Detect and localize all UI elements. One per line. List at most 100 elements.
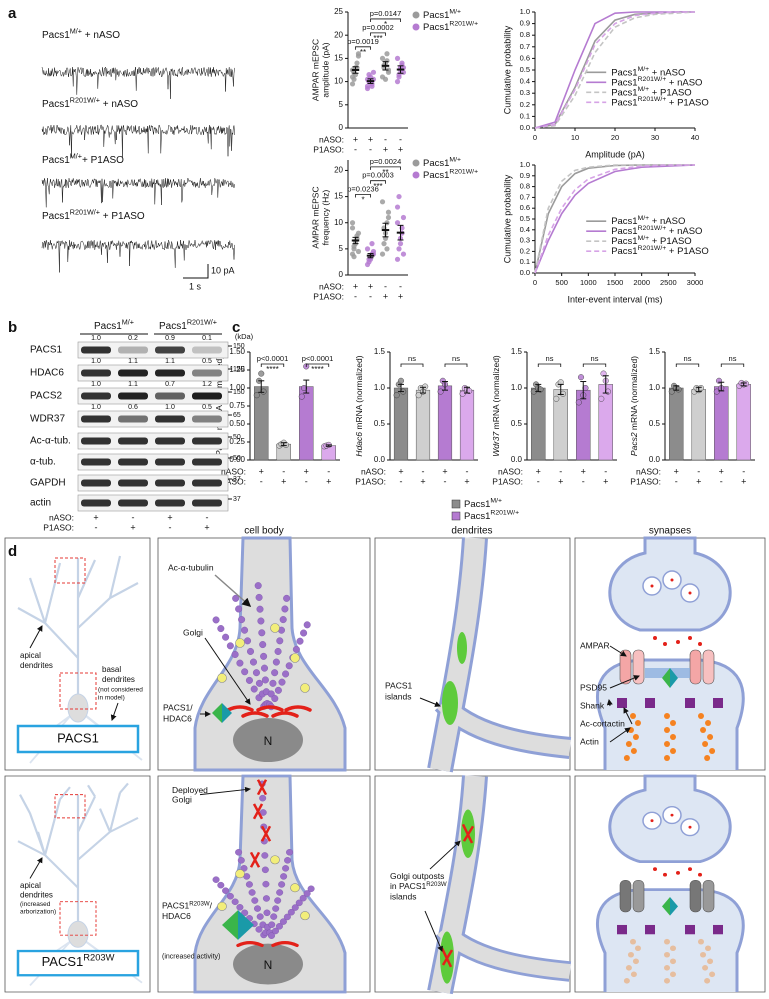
legend-label: Pacs1M/+ + P1ASO — [611, 86, 692, 98]
legend-label: Pacs1M/+ + P1ASO — [611, 235, 692, 247]
point — [394, 204, 401, 210]
actin — [664, 727, 670, 733]
zoom-box — [54, 794, 86, 819]
diagram-label: PACS1R203W/ — [162, 900, 213, 911]
rest: + P1ASO — [666, 246, 709, 257]
actin — [698, 938, 704, 945]
diagram-label: Ac-α-tubulin — [168, 562, 214, 572]
sup: M/+ — [70, 26, 82, 35]
band — [118, 437, 148, 445]
band — [192, 346, 222, 354]
microtubule-bead — [279, 918, 287, 925]
receptor — [702, 879, 715, 913]
p-value: p=0.0019 — [347, 37, 379, 46]
shank — [645, 924, 655, 935]
microtubule-bead — [254, 582, 262, 590]
microtubule-bead — [268, 921, 276, 928]
microtubule-bead — [249, 658, 257, 666]
microtubule-bead — [296, 637, 304, 645]
soma — [67, 920, 89, 948]
bracket — [260, 363, 285, 367]
bracket — [537, 363, 562, 367]
condition-sign: - — [260, 476, 263, 486]
dendrite — [437, 697, 571, 756]
condition-sign: - — [384, 134, 387, 144]
point — [422, 383, 429, 390]
point — [394, 79, 401, 85]
band — [81, 499, 111, 507]
y-tick-label: 1.0 — [649, 383, 661, 392]
condition-sign: - — [95, 522, 98, 532]
scale-label: 1 s — [189, 281, 202, 291]
microtubule-bead — [300, 629, 308, 637]
actin — [627, 951, 634, 958]
point — [397, 241, 404, 247]
point — [379, 55, 386, 62]
band — [155, 369, 185, 377]
y-tick-label: 0.0 — [511, 455, 523, 464]
condition-sign: + — [326, 476, 331, 486]
y-axis-label: Hdac6 mRNA (normalized) — [354, 355, 364, 456]
microtubule-bead — [261, 852, 269, 859]
condition-sign: - — [399, 281, 402, 291]
point — [349, 220, 356, 226]
y-axis-label: frequency (Hz) — [320, 189, 330, 245]
kda-label: 65 — [233, 412, 241, 419]
actin — [632, 958, 639, 965]
genotype-label: Pacs1M/+ — [94, 317, 134, 331]
condition-sign: - — [604, 466, 607, 476]
actin — [670, 734, 676, 740]
rest: + nASO — [82, 30, 120, 41]
band — [155, 437, 185, 445]
point — [385, 214, 392, 221]
y-axis-label: Cumulative probability — [502, 25, 512, 114]
rest: + nASO — [666, 226, 702, 237]
microtubule-bead — [281, 605, 289, 613]
y-tick-label: 15 — [334, 192, 343, 201]
arrow — [609, 675, 640, 689]
actin — [664, 713, 670, 719]
legend-label: Pacs1R201W/+ + nASO — [611, 225, 702, 237]
condition-sign: - — [354, 291, 357, 301]
y-tick-label: 0.6 — [520, 203, 530, 212]
actin — [670, 945, 676, 952]
diagram-note: (increased — [20, 901, 51, 908]
band-quant: 0.1 — [202, 335, 212, 342]
significance: ** — [382, 168, 388, 177]
band-quant: 1.0 — [91, 335, 101, 342]
microtubule-bead — [274, 647, 282, 655]
point — [742, 380, 750, 387]
point — [298, 393, 305, 400]
condition-sign: + — [719, 466, 724, 476]
kda-label: 50 — [233, 455, 241, 462]
transmitter — [653, 867, 657, 871]
blot-label: WDR37 — [30, 414, 65, 425]
x-tick-label: 10 — [571, 133, 579, 142]
golgi-outpost — [461, 823, 475, 844]
band-quant: 0.2 — [128, 335, 138, 342]
microtubule-bead — [282, 670, 290, 678]
complex-teal — [670, 897, 678, 916]
diagram-label: dendrites — [102, 675, 135, 684]
condition-label: nASO: — [636, 466, 661, 476]
base: Pacs1 — [42, 30, 70, 41]
transmitter — [670, 578, 674, 582]
microtubule-bead — [212, 616, 220, 624]
blot-strip — [77, 410, 229, 428]
band — [192, 479, 222, 487]
point — [459, 390, 466, 397]
y-tick-label: 0.4 — [520, 77, 530, 86]
y-tick-label: 10 — [334, 77, 343, 86]
band — [81, 346, 111, 354]
transmitter — [663, 642, 667, 646]
condition-label: P1ASO: — [313, 144, 344, 154]
microtubule-bead — [269, 679, 277, 687]
bar — [736, 384, 751, 461]
significance: * — [361, 196, 364, 205]
golgi — [252, 803, 264, 820]
band — [118, 415, 148, 423]
point — [400, 214, 407, 221]
band — [155, 499, 185, 507]
actin — [664, 938, 670, 945]
base: Pacs1 — [423, 170, 449, 181]
